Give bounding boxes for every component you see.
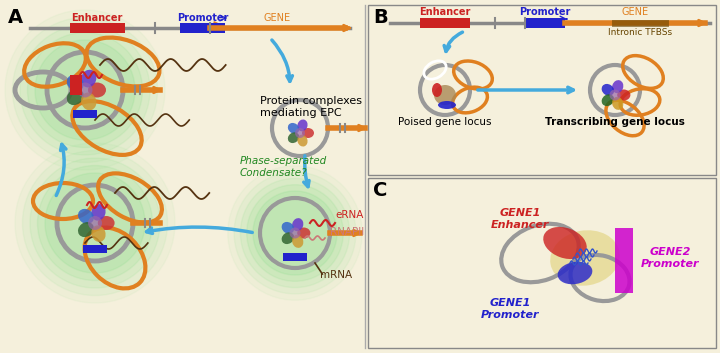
FancyBboxPatch shape bbox=[368, 5, 716, 175]
Text: RNAPII: RNAPII bbox=[330, 227, 364, 237]
Text: mRNA: mRNA bbox=[320, 270, 352, 280]
Circle shape bbox=[5, 10, 165, 170]
Circle shape bbox=[20, 25, 150, 155]
Ellipse shape bbox=[292, 218, 303, 231]
Text: Poised gene locus: Poised gene locus bbox=[398, 117, 492, 127]
Ellipse shape bbox=[78, 209, 94, 224]
Ellipse shape bbox=[438, 101, 456, 109]
Circle shape bbox=[30, 158, 160, 288]
Text: Promoter: Promoter bbox=[177, 13, 229, 23]
Circle shape bbox=[253, 191, 337, 275]
Ellipse shape bbox=[67, 89, 84, 105]
FancyBboxPatch shape bbox=[70, 23, 125, 33]
Text: Enhancer: Enhancer bbox=[419, 7, 471, 17]
Ellipse shape bbox=[88, 216, 102, 230]
Circle shape bbox=[35, 40, 135, 140]
Ellipse shape bbox=[282, 222, 294, 234]
Ellipse shape bbox=[91, 204, 106, 221]
FancyBboxPatch shape bbox=[73, 110, 97, 118]
Text: Transcribing gene locus: Transcribing gene locus bbox=[545, 117, 685, 127]
Ellipse shape bbox=[550, 230, 620, 286]
Ellipse shape bbox=[297, 135, 307, 146]
FancyBboxPatch shape bbox=[525, 18, 565, 28]
Text: GENE1
Enhancer: GENE1 Enhancer bbox=[491, 208, 549, 229]
Text: GENE: GENE bbox=[264, 13, 291, 23]
Ellipse shape bbox=[288, 132, 300, 143]
Circle shape bbox=[234, 172, 356, 294]
Ellipse shape bbox=[602, 94, 614, 106]
Text: Intronic TFBSs: Intronic TFBSs bbox=[608, 28, 672, 37]
Text: Protein complexes
mediating EPC: Protein complexes mediating EPC bbox=[260, 96, 362, 118]
Text: GENE: GENE bbox=[621, 7, 649, 17]
Text: A: A bbox=[8, 8, 23, 27]
Ellipse shape bbox=[612, 97, 624, 110]
Ellipse shape bbox=[98, 216, 114, 230]
FancyBboxPatch shape bbox=[615, 228, 633, 293]
FancyBboxPatch shape bbox=[70, 75, 82, 95]
Text: GENE1
Promoter: GENE1 Promoter bbox=[481, 298, 539, 319]
Ellipse shape bbox=[617, 90, 631, 101]
FancyBboxPatch shape bbox=[180, 23, 225, 33]
Circle shape bbox=[22, 150, 168, 295]
Ellipse shape bbox=[432, 83, 442, 97]
Circle shape bbox=[27, 32, 143, 148]
Ellipse shape bbox=[612, 80, 624, 93]
FancyBboxPatch shape bbox=[83, 245, 107, 253]
Ellipse shape bbox=[302, 128, 314, 138]
Text: B: B bbox=[373, 8, 388, 27]
Ellipse shape bbox=[91, 225, 106, 242]
Ellipse shape bbox=[88, 83, 106, 97]
Circle shape bbox=[15, 143, 175, 303]
Ellipse shape bbox=[81, 92, 96, 110]
Circle shape bbox=[247, 185, 343, 281]
Circle shape bbox=[240, 178, 350, 288]
FancyBboxPatch shape bbox=[283, 253, 307, 261]
Ellipse shape bbox=[602, 84, 614, 96]
Ellipse shape bbox=[544, 227, 587, 259]
Ellipse shape bbox=[289, 227, 300, 239]
Ellipse shape bbox=[297, 227, 310, 239]
Circle shape bbox=[45, 173, 145, 273]
Ellipse shape bbox=[67, 75, 84, 91]
Ellipse shape bbox=[78, 222, 94, 237]
Circle shape bbox=[37, 166, 153, 281]
Circle shape bbox=[228, 166, 362, 300]
Text: Enhancer: Enhancer bbox=[71, 13, 122, 23]
Text: eRNA: eRNA bbox=[335, 210, 364, 220]
Ellipse shape bbox=[81, 70, 96, 88]
Text: Phase-separated
Condensate?: Phase-separated Condensate? bbox=[240, 156, 328, 178]
Text: C: C bbox=[373, 181, 387, 200]
FancyBboxPatch shape bbox=[368, 178, 716, 348]
Ellipse shape bbox=[295, 128, 305, 138]
Ellipse shape bbox=[610, 90, 621, 101]
Ellipse shape bbox=[282, 232, 294, 244]
Ellipse shape bbox=[297, 119, 307, 131]
Ellipse shape bbox=[434, 85, 456, 105]
Ellipse shape bbox=[78, 83, 92, 97]
Text: Promoter: Promoter bbox=[519, 7, 571, 17]
Circle shape bbox=[12, 18, 158, 162]
Ellipse shape bbox=[288, 123, 300, 134]
Ellipse shape bbox=[558, 262, 593, 284]
Ellipse shape bbox=[292, 235, 303, 248]
Text: GENE2
Promoter: GENE2 Promoter bbox=[641, 247, 699, 269]
FancyBboxPatch shape bbox=[420, 18, 470, 28]
